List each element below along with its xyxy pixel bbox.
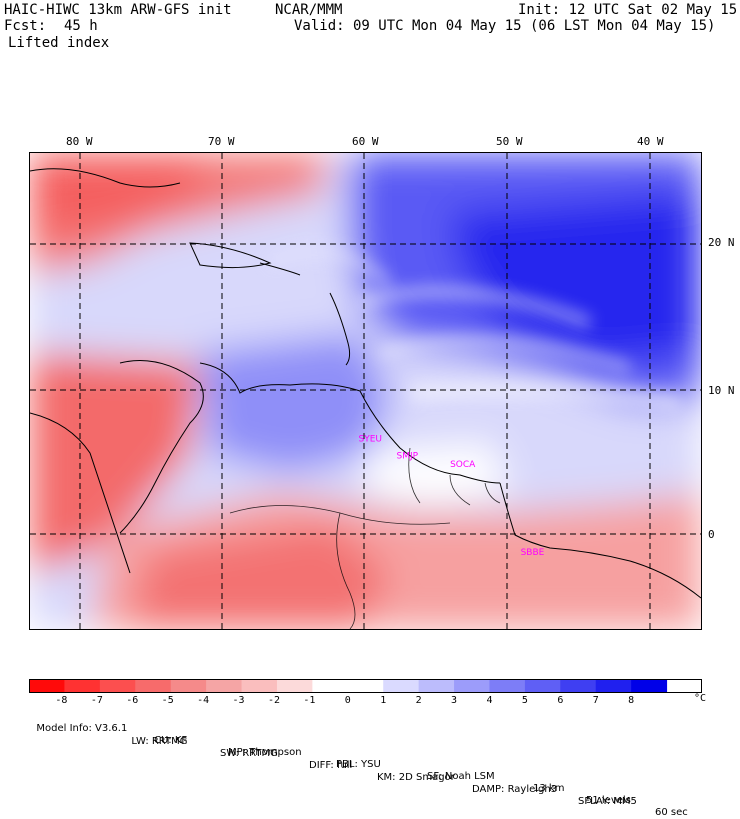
lat-lon-grid bbox=[30, 153, 701, 629]
colorbar-swatch bbox=[595, 679, 632, 693]
forecast-label: Fcst: bbox=[4, 18, 47, 34]
colorbar-swatch bbox=[135, 679, 172, 693]
colorbar-swatch bbox=[560, 679, 597, 693]
colorbar-tick-label: 3 bbox=[451, 695, 458, 706]
colorbar-swatch bbox=[383, 679, 420, 693]
model-title: HAIC-HIWC 13km ARW-GFS init bbox=[4, 2, 232, 18]
colorbar-tick-label: -4 bbox=[197, 695, 210, 706]
colorbar-tick-label: -7 bbox=[90, 695, 103, 706]
colorbar-tick-label: 0 bbox=[344, 695, 351, 706]
field-name: Lifted index bbox=[8, 35, 110, 51]
footer-item: SFLAY: MM5 bbox=[578, 796, 637, 807]
colorbar-tick-label: -5 bbox=[161, 695, 174, 706]
lifted-index-field bbox=[30, 153, 701, 629]
colorbar-tick-label: -8 bbox=[55, 695, 68, 706]
colorbar-swatch bbox=[489, 679, 526, 693]
lon-label-50w: 50 W bbox=[496, 135, 523, 148]
colorbar-tick-label: -1 bbox=[303, 695, 316, 706]
colorbar-swatch bbox=[418, 679, 455, 693]
footer-model-info: Model Info: V3.6.1 CU: KF MP: Thompson P… bbox=[30, 711, 687, 819]
colorbar-tick-label: 2 bbox=[415, 695, 422, 706]
colorbar bbox=[29, 679, 702, 693]
valid-time: Valid: 09 UTC Mon 04 May 15 (06 LST Mon … bbox=[294, 18, 716, 34]
colorbar-tick-label: 8 bbox=[628, 695, 635, 706]
footer-item: Model Info: V3.6.1 bbox=[36, 723, 128, 734]
colorbar-swatch bbox=[631, 679, 668, 693]
footer-item: LW: RRTMG bbox=[131, 736, 188, 747]
colorbar-swatch bbox=[170, 679, 207, 693]
footer-item: SW: RRTMG bbox=[220, 748, 278, 759]
colorbar-swatch bbox=[276, 679, 313, 693]
center-label: NCAR/MMM bbox=[275, 2, 343, 18]
colorbar-tick-label: 1 bbox=[380, 695, 387, 706]
colorbar-tick-label: 6 bbox=[557, 695, 564, 706]
colorbar-unit: °C bbox=[694, 693, 707, 704]
colorbar-tick-label: -3 bbox=[232, 695, 245, 706]
footer-item: 60 sec bbox=[655, 807, 688, 818]
lon-label-40w: 40 W bbox=[637, 135, 664, 148]
colorbar-swatch bbox=[206, 679, 243, 693]
lon-label-80w: 80 W bbox=[66, 135, 93, 148]
station-label-smjp: SMJP bbox=[397, 452, 419, 462]
footer-item: DIFF: full bbox=[309, 760, 353, 771]
init-time: Init: 12 UTC Sat 02 May 15 bbox=[518, 2, 738, 18]
footer-physics-info: LW: RRTMG SW: RRTMG DIFF: full KM: 2D Sm… bbox=[125, 724, 637, 808]
trade-wind-streaks bbox=[267, 247, 681, 410]
colorbar-swatch bbox=[524, 679, 561, 693]
colorbar-swatch bbox=[29, 679, 65, 693]
lat-label-equator: 0 bbox=[708, 528, 715, 541]
station-labels: SYEU SMJP SOCA SBBE bbox=[359, 434, 545, 558]
lon-label-60w: 60 W bbox=[352, 135, 379, 148]
lifted-index-map: SYEU SMJP SOCA SBBE bbox=[29, 152, 702, 630]
colorbar-tick-label: 4 bbox=[486, 695, 493, 706]
colorbar-tick-label: -2 bbox=[267, 695, 280, 706]
colorbar-tick-label: -6 bbox=[126, 695, 139, 706]
colorbar-swatch bbox=[454, 679, 490, 693]
lon-label-70w: 70 W bbox=[208, 135, 235, 148]
station-label-sbbe: SBBE bbox=[521, 548, 545, 558]
forecast-hours: 45 h bbox=[64, 18, 98, 34]
footer-item: KM: 2D Smagor bbox=[377, 772, 455, 783]
colorbar-swatch bbox=[312, 679, 349, 693]
lat-label-20n: 20 N bbox=[708, 236, 735, 249]
colorbar-tick-label: 7 bbox=[592, 695, 599, 706]
colorbar-swatch bbox=[99, 679, 136, 693]
colorbar-swatch bbox=[347, 679, 384, 693]
coastlines bbox=[30, 168, 701, 599]
borders bbox=[229, 447, 501, 629]
station-label-soca: SOCA bbox=[450, 460, 476, 470]
footer-item: DAMP: Rayleigh3 bbox=[472, 784, 558, 795]
station-label-syeu: SYEU bbox=[359, 434, 382, 444]
colorbar-swatch bbox=[64, 679, 101, 693]
colorbar-tick-label: 5 bbox=[521, 695, 528, 706]
lat-label-10n: 10 N bbox=[708, 384, 735, 397]
colorbar-swatch bbox=[241, 679, 278, 693]
